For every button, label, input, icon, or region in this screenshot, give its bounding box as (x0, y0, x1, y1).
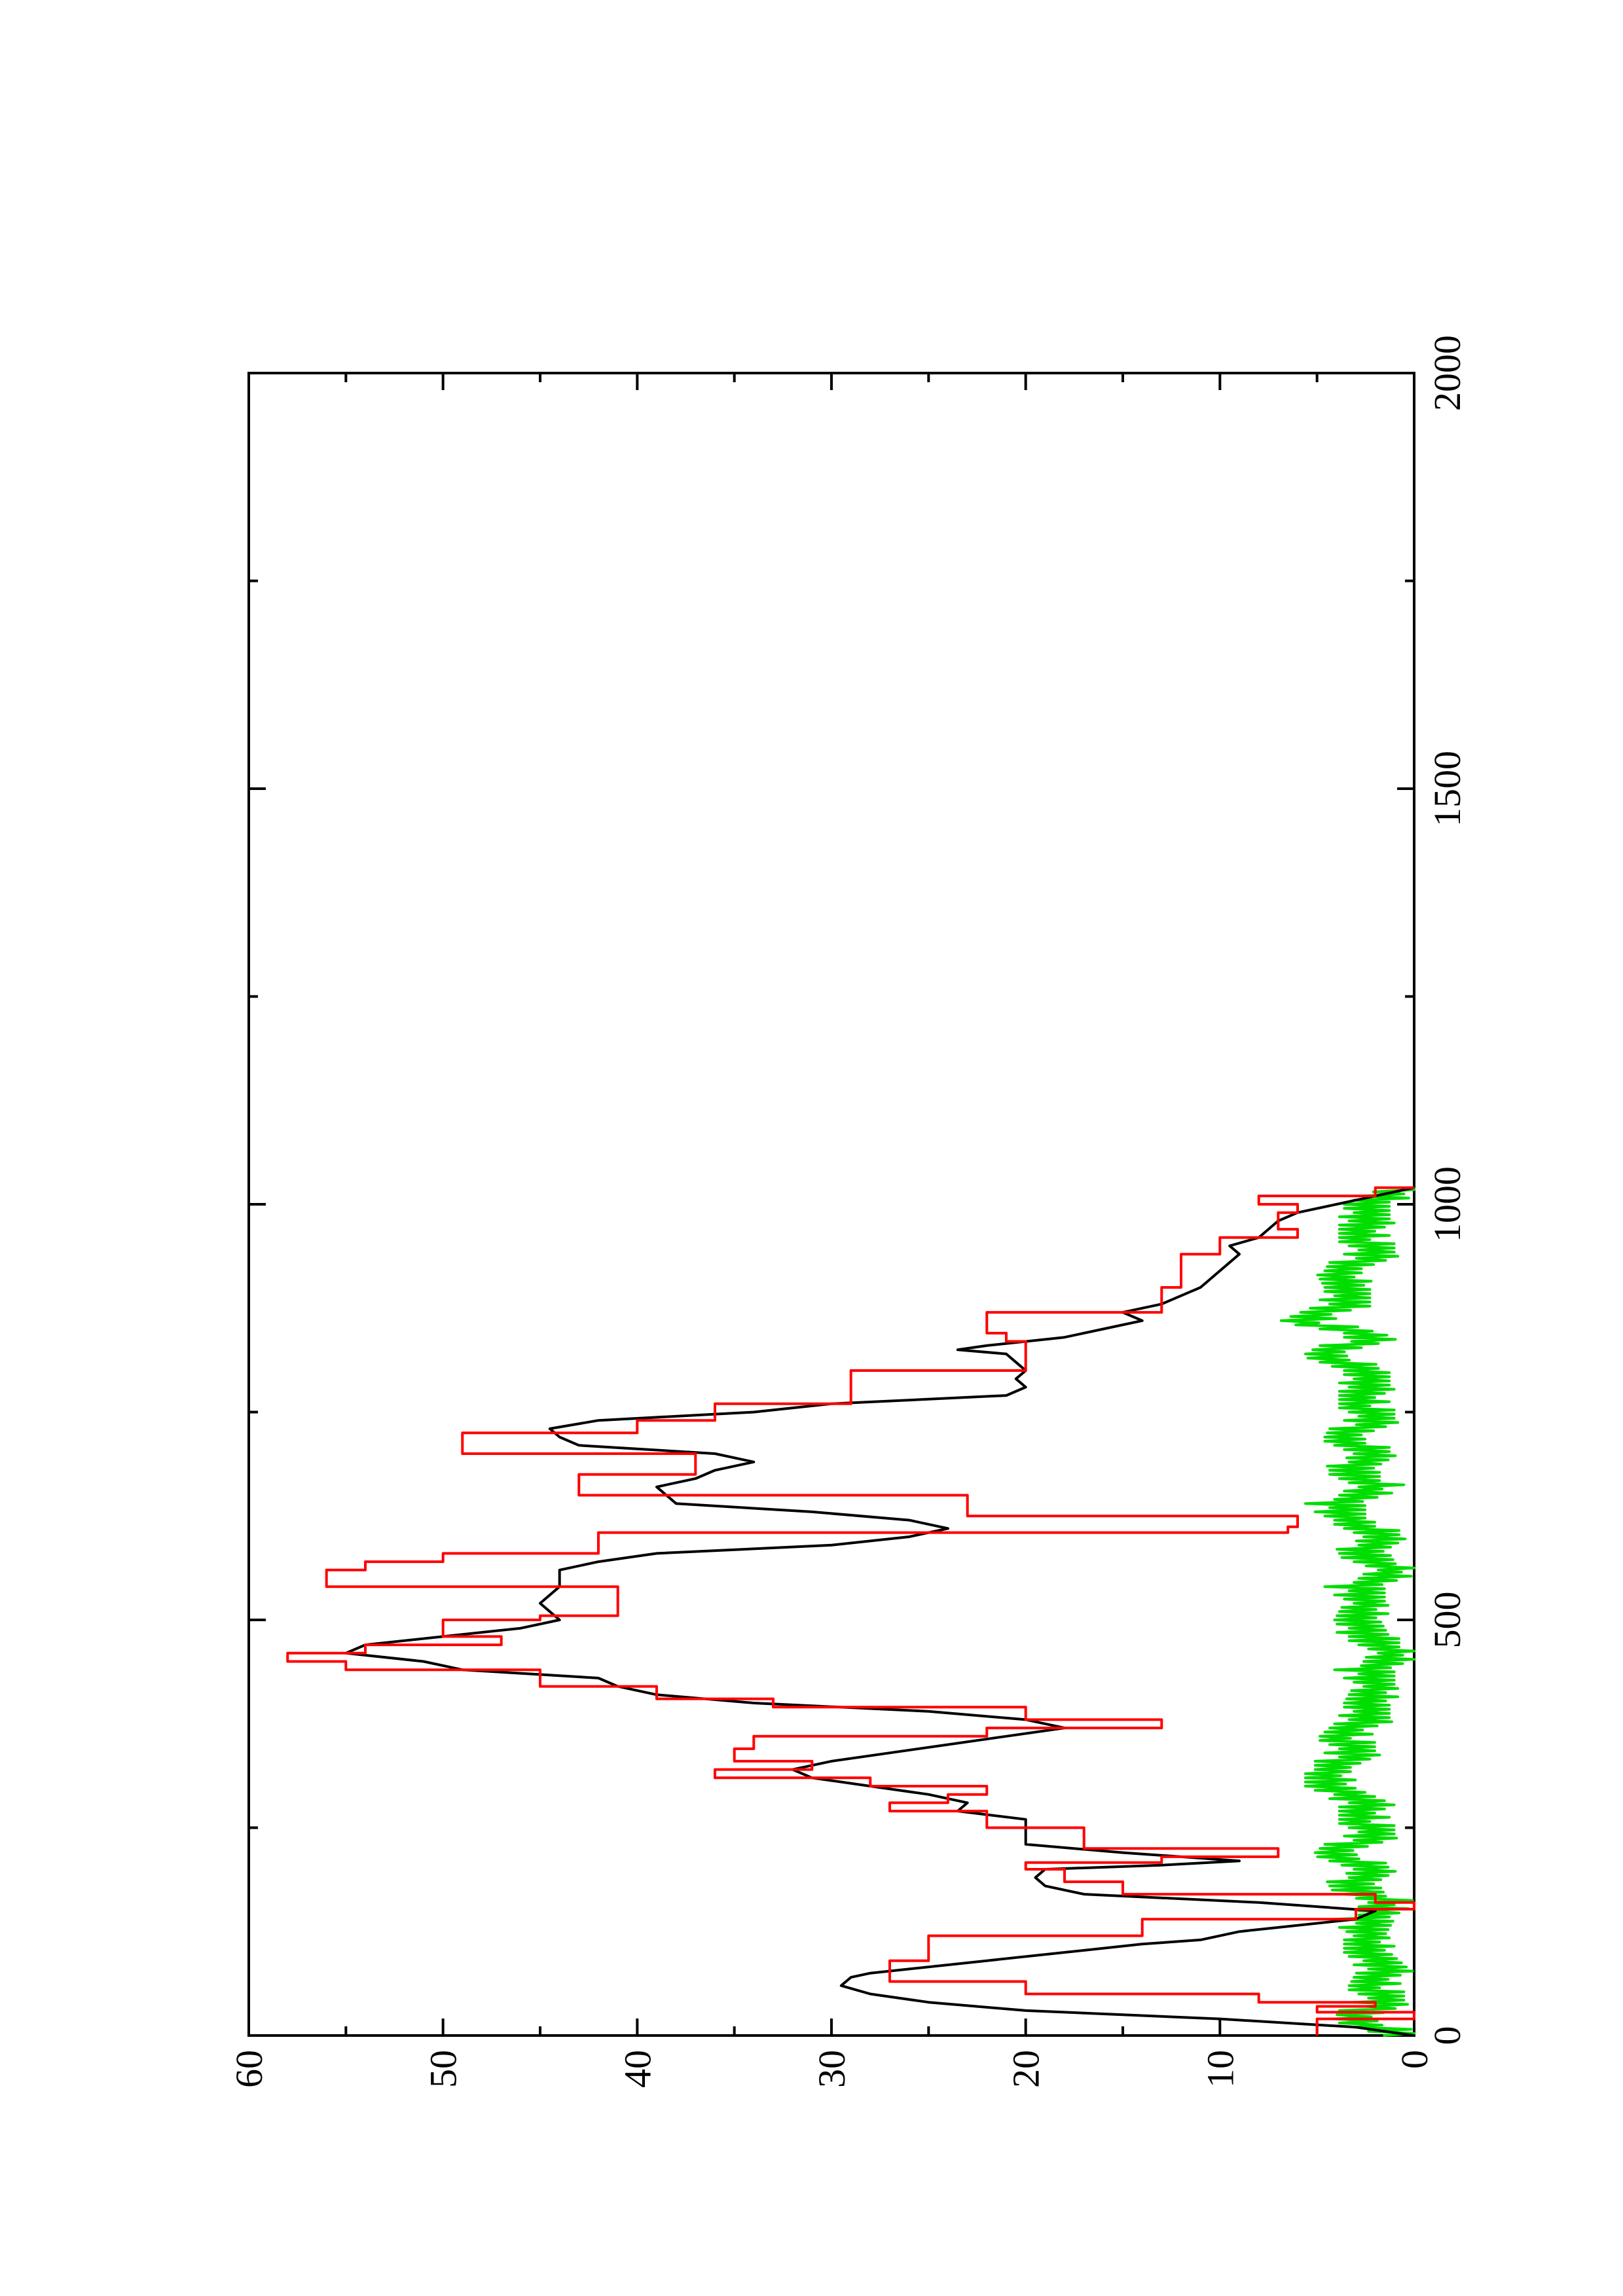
y-tick-label: 40 (616, 2050, 659, 2088)
y-tick-label: 50 (422, 2050, 465, 2088)
rotated-plot-area: 0 500 1000 1500 2000 0 10 20 30 40 50 60 (228, 335, 1468, 2088)
y-tick-label: 60 (228, 2050, 270, 2088)
axis-tick-labels: 0 500 1000 1500 2000 0 10 20 30 40 50 60 (228, 335, 1468, 2088)
series-layer (286, 1186, 1415, 2037)
x-tick-label: 500 (1426, 1592, 1468, 1649)
axis-ticks (247, 372, 1415, 2037)
plot-frame (247, 372, 1415, 2037)
y-tick-label: 30 (811, 2050, 853, 2088)
y-tick-label: 10 (1199, 2050, 1241, 2088)
x-tick-label: 1000 (1426, 1166, 1468, 1242)
y-tick-label: 20 (1005, 2050, 1048, 2088)
series-line-1 (286, 1186, 1415, 2036)
x-tick-label: 2000 (1426, 335, 1468, 411)
series-line-0 (344, 1186, 1415, 2037)
x-tick-label: 1500 (1426, 751, 1468, 827)
y-tick-label: 0 (1393, 2050, 1436, 2069)
x-tick-label: 0 (1426, 2026, 1468, 2045)
